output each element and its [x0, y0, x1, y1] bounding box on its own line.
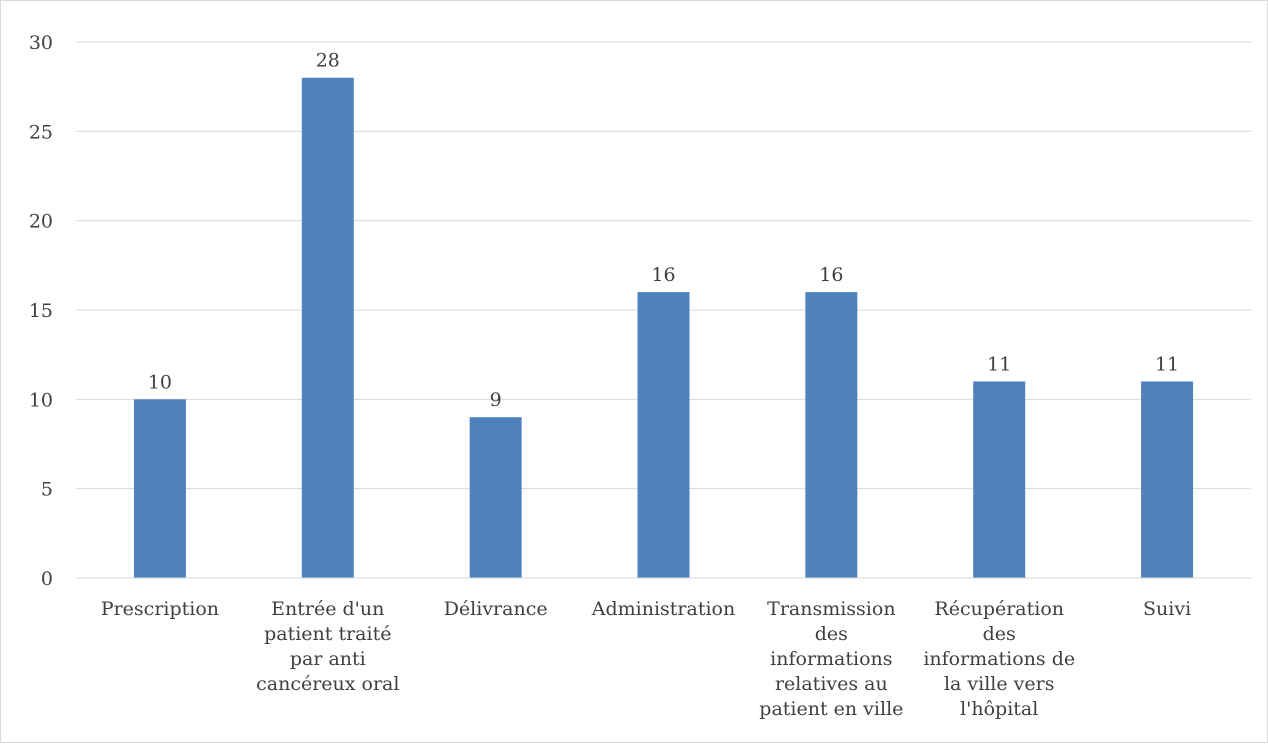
y-axis-ticks: 0 5 10 15 20 25 30 [29, 32, 53, 590]
x-tick-label-line: par anti [290, 648, 366, 670]
x-tick-label: Transmission des informations relatives au p… [759, 598, 903, 720]
data-labels: 10 28 9 16 16 11 11 [148, 50, 1179, 411]
x-tick-label-line: Transmission [767, 598, 895, 620]
y-tick-label: 25 [29, 121, 53, 143]
data-label: 11 [987, 353, 1011, 375]
y-tick-label: 0 [41, 568, 53, 590]
x-tick-label: Entrée d'un patient traité par anti cancére… [256, 598, 399, 695]
bars [133, 77, 1194, 578]
y-tick-label: 10 [29, 389, 53, 411]
bar [301, 77, 354, 578]
x-tick-label-line: l'hôpital [960, 698, 1038, 720]
x-tick-label-line: Délivrance [444, 598, 548, 620]
x-tick-label: Administration [591, 598, 735, 620]
data-label: 11 [1155, 353, 1179, 375]
y-tick-label: 15 [29, 300, 53, 322]
x-tick-label-line: cancéreux oral [256, 673, 399, 695]
x-tick-label-line: Administration [591, 598, 735, 620]
y-tick-label: 20 [29, 211, 53, 233]
data-label: 9 [490, 389, 502, 411]
x-tick-label-line: Prescription [101, 598, 219, 620]
data-label: 16 [651, 264, 675, 286]
x-axis-category-labels: Prescription Entrée d'un patient traité par… [101, 598, 1191, 720]
data-label: 28 [316, 50, 340, 72]
x-tick-label-line: Récupération [934, 598, 1064, 620]
x-tick-label: Délivrance [444, 598, 548, 620]
x-tick-label-line: patient traité [264, 623, 391, 645]
data-label: 10 [148, 371, 172, 393]
x-tick-label-line: informations de [923, 648, 1075, 670]
bar [469, 417, 522, 578]
bar [1141, 381, 1194, 578]
x-tick-label-line: la ville vers [944, 673, 1055, 695]
x-tick-label-line: Entrée d'un [271, 598, 384, 620]
x-tick-label-line: Suivi [1143, 598, 1191, 620]
x-tick-label: Suivi [1143, 598, 1191, 620]
bar [133, 399, 186, 578]
x-tick-label-line: informations [770, 648, 892, 670]
data-label: 16 [819, 264, 843, 286]
x-tick-label-line: des [983, 623, 1016, 645]
x-tick-label-line: patient en ville [759, 698, 903, 720]
bar [973, 381, 1026, 578]
y-tick-label: 5 [41, 479, 53, 501]
x-tick-label: Récupération des informations de la ville v… [923, 598, 1075, 720]
x-tick-label-line: relatives au [775, 673, 888, 695]
bar [805, 292, 858, 578]
y-tick-label: 30 [29, 32, 53, 54]
x-tick-label: Prescription [101, 598, 219, 620]
x-tick-label-line: des [815, 623, 848, 645]
bar [637, 292, 690, 578]
